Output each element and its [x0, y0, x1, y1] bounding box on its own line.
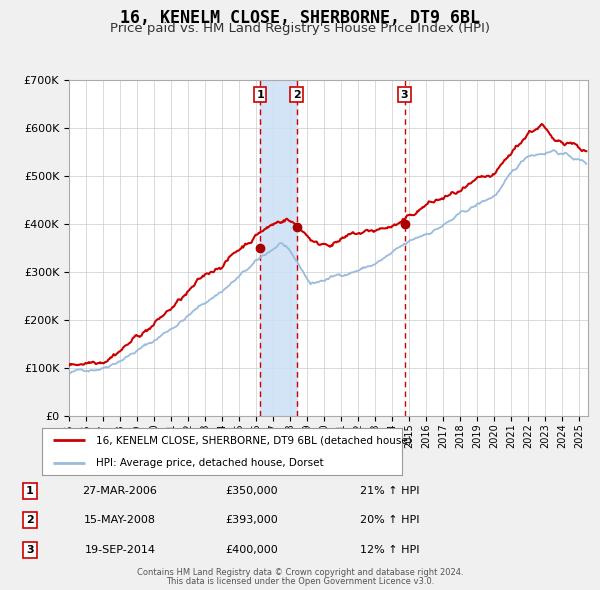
Text: 27-MAR-2006: 27-MAR-2006: [83, 486, 157, 496]
Text: 3: 3: [26, 545, 34, 555]
Text: This data is licensed under the Open Government Licence v3.0.: This data is licensed under the Open Gov…: [166, 577, 434, 586]
Text: HPI: Average price, detached house, Dorset: HPI: Average price, detached house, Dors…: [96, 458, 323, 468]
Text: 2: 2: [26, 516, 34, 525]
Text: £393,000: £393,000: [226, 516, 278, 525]
Text: 16, KENELM CLOSE, SHERBORNE, DT9 6BL: 16, KENELM CLOSE, SHERBORNE, DT9 6BL: [120, 9, 480, 27]
Text: £400,000: £400,000: [226, 545, 278, 555]
Bar: [260, 80, 296, 416]
Text: 19-SEP-2014: 19-SEP-2014: [85, 545, 155, 555]
Text: 21% ↑ HPI: 21% ↑ HPI: [360, 486, 420, 496]
Text: 2: 2: [293, 90, 301, 100]
Text: 20% ↑ HPI: 20% ↑ HPI: [360, 516, 420, 525]
Text: Price paid vs. HM Land Registry's House Price Index (HPI): Price paid vs. HM Land Registry's House …: [110, 22, 490, 35]
Text: 12% ↑ HPI: 12% ↑ HPI: [360, 545, 420, 555]
Text: £350,000: £350,000: [226, 486, 278, 496]
Text: 1: 1: [256, 90, 264, 100]
Text: 1: 1: [26, 486, 34, 496]
Text: 16, KENELM CLOSE, SHERBORNE, DT9 6BL (detached house): 16, KENELM CLOSE, SHERBORNE, DT9 6BL (de…: [96, 435, 412, 445]
Text: Contains HM Land Registry data © Crown copyright and database right 2024.: Contains HM Land Registry data © Crown c…: [137, 568, 463, 577]
Text: 15-MAY-2008: 15-MAY-2008: [84, 516, 156, 525]
Text: 3: 3: [401, 90, 409, 100]
